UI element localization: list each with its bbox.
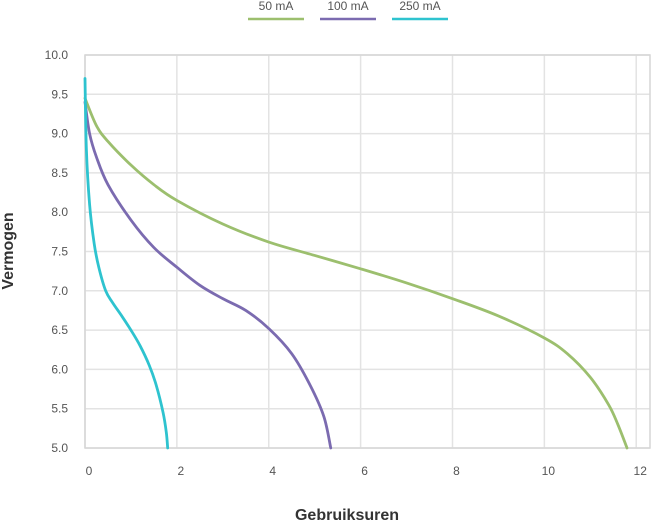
legend-label: 250 mA [399, 0, 440, 13]
x-tick-label: 12 [634, 464, 648, 478]
y-tick-label: 6.0 [51, 362, 68, 376]
y-tick-label: 10.0 [45, 48, 69, 62]
y-tick-label: 9.0 [51, 127, 68, 141]
y-tick-label: 6.5 [51, 323, 68, 337]
x-tick-label: 0 [86, 464, 93, 478]
x-tick-label: 2 [178, 464, 185, 478]
y-tick-label: 7.0 [51, 284, 68, 298]
x-tick-label: 4 [269, 464, 276, 478]
x-tick-label: 8 [453, 464, 460, 478]
y-tick-label: 9.5 [51, 87, 68, 101]
series-line-2 [83, 77, 170, 450]
y-tick-label: 8.5 [51, 166, 68, 180]
series-line-1 [83, 100, 333, 450]
y-axis-ticks: 5.0 5.5 6.0 6.5 7.0 7.5 8.0 8.5 9.0 9.5 10.0 [45, 48, 69, 455]
x-axis-label: Gebruiksuren [295, 507, 399, 521]
y-tick-label: 5.5 [51, 402, 68, 416]
grid-lines [84, 54, 650, 449]
legend-label: 100 mA [327, 0, 368, 13]
plot-border [84, 54, 651, 449]
y-axis-label: Vermogen [0, 212, 17, 289]
x-tick-label: 10 [542, 464, 556, 478]
legend-label: 50 mA [259, 0, 294, 13]
x-tick-label: 6 [361, 464, 368, 478]
y-tick-label: 8.0 [51, 205, 68, 219]
x-axis-ticks: 0 2 4 6 8 10 12 [86, 464, 648, 478]
plot-frame [84, 54, 651, 449]
legend: 50 mA 100 mA 250 mA [248, 0, 448, 21]
series-line-0 [83, 96, 629, 450]
y-tick-label: 7.5 [51, 245, 68, 259]
y-tick-label: 5.0 [51, 441, 68, 455]
series-lines [83, 77, 629, 450]
